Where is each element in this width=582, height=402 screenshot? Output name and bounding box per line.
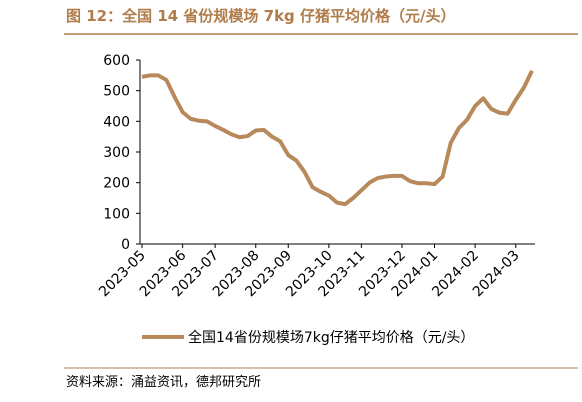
y-tick-label: 400 (103, 114, 130, 130)
y-tick-label: 0 (121, 237, 130, 253)
y-tick-label: 200 (103, 176, 130, 192)
y-tick-label: 100 (103, 206, 130, 222)
series-line (141, 69, 534, 207)
y-tick-label: 300 (103, 145, 130, 161)
legend-label: 全国14省份规模场7kg仔猪平均价格（元/头） (188, 329, 474, 346)
chart-title: 图 12：全国 14 省份规模场 7kg 仔猪平均价格（元/头） (66, 7, 456, 25)
y-tick-label: 600 (103, 53, 130, 69)
y-tick-label: 500 (103, 84, 130, 100)
source: 资料来源：涌益资讯，德邦研究所 (66, 375, 261, 390)
